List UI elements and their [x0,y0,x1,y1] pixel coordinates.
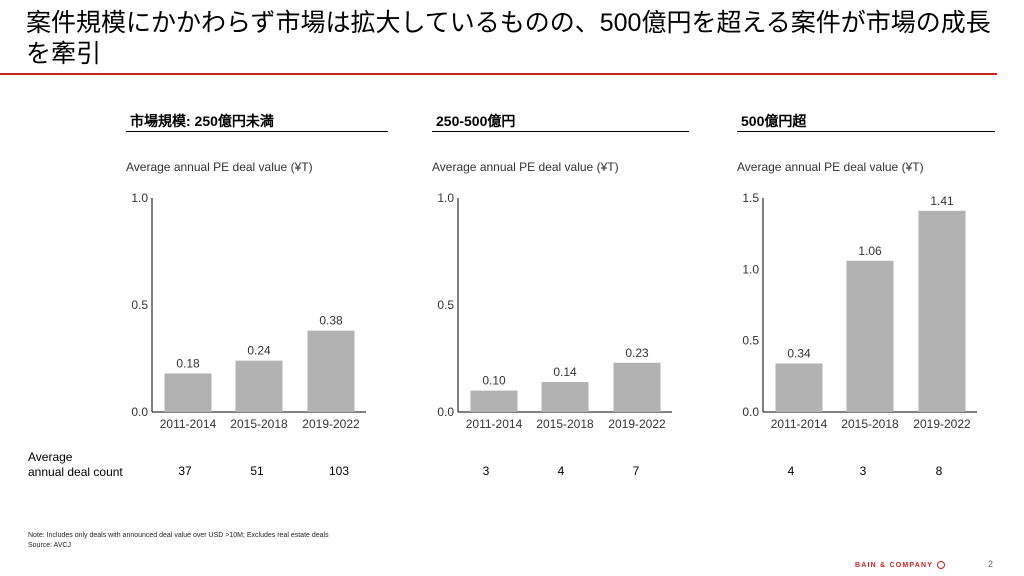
company-logo: BAIN & COMPANY [855,561,946,569]
y-tick-label: 0.5 [437,298,454,312]
deal-count-value: 37 [178,464,192,478]
deal-count-value: 51 [250,464,264,478]
data-label: 0.14 [553,365,577,379]
y-tick-label: 0.0 [437,405,454,419]
panel-subtitle: Average annual PE deal value (¥T) [432,160,619,174]
y-tick-label: 0.5 [131,298,148,312]
y-tick-label: 0.0 [742,405,759,419]
x-tick-label: 2011-2014 [466,417,523,431]
footnote: Note: Includes only deals with announced… [28,531,329,550]
bar-chart-small: 0.0 0.5 1.0 0.18 2011-2014 0.24 2015-2018 0.38 2… [131,191,366,431]
bar [470,390,518,412]
panel-heading: 250-500億円 [436,113,516,129]
bar [918,210,966,412]
bar-chart-large: 0.0 0.5 1.0 1.5 0.34 2011-2014 1.06 2015-2018 1.… [742,191,977,431]
deal-count-label: Average annual deal count [28,450,123,480]
data-label: 0.38 [319,314,343,328]
x-tick-label: 2015-2018 [841,417,899,431]
x-tick-label: 2011-2014 [771,417,828,431]
deal-count-label-line1: Average [28,450,73,464]
data-label: 1.41 [930,194,954,208]
bar [235,360,283,412]
company-logo-text: BAIN & COMPANY [855,561,934,569]
deal-count-value: 7 [632,464,640,478]
bar [775,363,823,412]
deal-count-value: 8 [935,464,943,478]
bar [307,330,355,412]
panel-heading: 市場規模: 250億円未満 [130,113,274,129]
deal-count-value: 103 [328,464,350,478]
bar [846,260,894,412]
data-label: 0.18 [176,356,200,370]
bar [613,362,661,412]
chart-panel-large: 500億円超 Average annual PE deal value (¥T)… [737,108,1007,438]
deal-count-value: 3 [859,464,867,478]
y-tick-label: 1.0 [742,262,759,276]
panel-heading: 500億円超 [741,113,807,129]
panel-heading-rule [737,131,995,132]
x-tick-label: 2019-2022 [608,417,666,431]
bar-chart-mid: 0.0 0.5 1.0 0.10 2011-2014 0.14 2015-2018 0.23 2… [437,191,672,431]
panel-subtitle: Average annual PE deal value (¥T) [126,160,313,174]
deal-count-label-line2: annual deal count [28,465,123,479]
footnote-note: Note: Includes only deals with announced… [28,532,329,539]
y-tick-label: 0.5 [742,334,759,348]
x-tick-label: 2011-2014 [160,417,217,431]
deal-count-value: 4 [787,464,795,478]
logo-circle-icon [937,561,946,569]
title-divider [0,73,997,75]
chart-panel-mid: 250-500億円 Average annual PE deal value (… [432,108,702,438]
data-label: 0.34 [787,346,811,360]
y-tick-label: 1.5 [742,191,759,205]
panel-heading-rule [126,131,388,132]
data-label: 0.10 [482,374,506,388]
page-title: 案件規模にかかわらず市場は拡大しているものの、500億円を超える案件が市場の成長… [26,9,991,68]
x-tick-label: 2015-2018 [536,417,594,431]
chart-panel-small: 市場規模: 250億円未満 Average annual PE deal val… [126,108,396,438]
x-tick-label: 2019-2022 [913,417,971,431]
footnote-source: Source: AVCJ [28,541,72,549]
y-tick-label: 1.0 [131,191,148,205]
data-label: 0.23 [625,346,649,360]
panel-heading-rule [432,131,689,132]
data-label: 0.24 [247,344,271,358]
x-tick-label: 2015-2018 [230,417,288,431]
x-tick-label: 2019-2022 [302,417,360,431]
bar [164,373,212,412]
bar [541,382,589,412]
y-tick-label: 0.0 [131,405,148,419]
data-label: 1.06 [858,244,882,258]
deal-count-value: 4 [557,464,565,478]
panel-subtitle: Average annual PE deal value (¥T) [737,160,924,174]
y-tick-label: 1.0 [437,191,454,205]
deal-count-value: 3 [482,464,490,478]
page-number: 2 [988,559,994,569]
